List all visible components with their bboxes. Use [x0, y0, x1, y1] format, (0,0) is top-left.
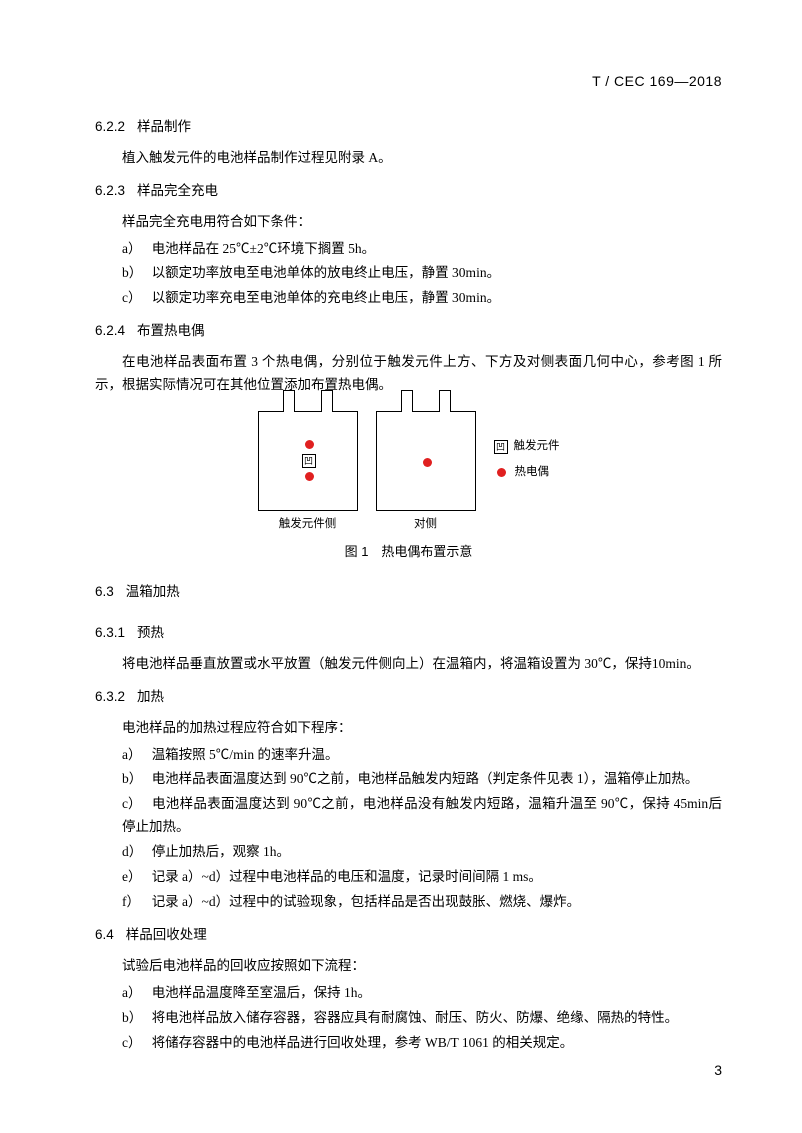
heading-num: 6.2.3: [95, 183, 125, 198]
list-text: 将电池样品放入储存容器，容器应具有耐腐蚀、耐压、防火、防爆、绝缘、隔热的特性。: [152, 1010, 679, 1025]
heading-624: 6.2.4 布置热电偶: [95, 320, 722, 343]
heading-title: 加热: [137, 689, 164, 704]
thermocouple-dot-icon: [305, 440, 314, 449]
thermocouple-dot-icon: [305, 472, 314, 481]
heading-title: 样品完全充电: [137, 183, 218, 198]
cell-back: 对侧: [376, 411, 476, 535]
list-text: 记录 a）~d）过程中电池样品的电压和温度，记录时间间隔 1 ms。: [152, 869, 542, 884]
list-item: c）电池样品表面温度达到 90℃之前，电池样品没有触发内短路，温箱升温至 90℃…: [95, 793, 722, 839]
cell-tab-icon: [283, 390, 295, 412]
heading-title: 样品回收处理: [126, 927, 207, 942]
thermocouple-dot-icon: [423, 458, 432, 467]
cell-label-front: 触发元件侧: [258, 515, 358, 535]
list-text: 以额定功率放电至电池单体的放电终止电压，静置 30min。: [152, 265, 500, 280]
cell-front: 凹 触发元件侧: [258, 411, 358, 535]
figure-legend: 凹 触发元件 热电偶: [494, 437, 560, 488]
list-text: 电池样品温度降至室温后，保持 1h。: [152, 985, 371, 1000]
list-text: 将储存容器中的电池样品进行回收处理，参考 WB/T 1061 的相关规定。: [152, 1035, 574, 1050]
list-item: b）电池样品表面温度达到 90℃之前，电池样品触发内短路（判定条件见表 1），温…: [95, 768, 722, 791]
list-text: 温箱按照 5℃/min 的速率升温。: [152, 747, 339, 762]
list-marker: f）: [122, 891, 152, 914]
list-marker: b）: [122, 262, 152, 285]
legend-label: 热电偶: [515, 463, 550, 483]
heading-631: 6.3.1 预热: [95, 622, 722, 645]
list-marker: c）: [122, 793, 152, 816]
list-item: f）记录 a）~d）过程中的试验现象，包括样品是否出现鼓胀、燃烧、爆炸。: [95, 891, 722, 914]
cell-label-back: 对侧: [376, 515, 476, 535]
heading-num: 6.4: [95, 927, 114, 942]
list-item: a）电池样品温度降至室温后，保持 1h。: [95, 982, 722, 1005]
list-marker: c）: [122, 1032, 152, 1055]
heading-title: 预热: [137, 625, 164, 640]
cell-tab-icon: [439, 390, 451, 412]
figure-caption: 图 1 热电偶布置示意: [95, 541, 722, 563]
list-marker: e）: [122, 866, 152, 889]
heading-num: 6.2.2: [95, 119, 125, 134]
thermocouple-dot-icon: [497, 468, 506, 477]
cell-box-back: [376, 411, 476, 511]
heading-num: 6.2.4: [95, 323, 125, 338]
list-text: 电池样品表面温度达到 90℃之前，电池样品触发内短路（判定条件见表 1），温箱停…: [152, 771, 699, 786]
cell-box-front: 凹: [258, 411, 358, 511]
heading-num: 6.3.1: [95, 625, 125, 640]
page-number: 3: [714, 1059, 722, 1083]
para-631: 将电池样品垂直放置或水平放置（触发元件侧向上）在温箱内，将温箱设置为 30℃，保…: [95, 653, 722, 676]
list-marker: b）: [122, 768, 152, 791]
para-622: 植入触发元件的电池样品制作过程见附录 A。: [95, 147, 722, 170]
cell-tab-icon: [401, 390, 413, 412]
list-marker: c）: [122, 287, 152, 310]
heading-623: 6.2.3 样品完全充电: [95, 180, 722, 203]
doc-standard-code: T / CEC 169—2018: [95, 70, 722, 94]
list-text: 记录 a）~d）过程中的试验现象，包括样品是否出现鼓胀、燃烧、爆炸。: [152, 894, 580, 909]
list-text: 电池样品表面温度达到 90℃之前，电池样品没有触发内短路，温箱升温至 90℃，保…: [122, 796, 722, 834]
para-632-intro: 电池样品的加热过程应符合如下程序：: [95, 717, 722, 740]
heading-63: 6.3 温箱加热: [95, 581, 722, 604]
heading-622: 6.2.2 样品制作: [95, 116, 722, 139]
list-item: c）将储存容器中的电池样品进行回收处理，参考 WB/T 1061 的相关规定。: [95, 1032, 722, 1055]
list-text: 电池样品在 25℃±2℃环境下搁置 5h。: [152, 241, 375, 256]
trigger-element-icon: 凹: [494, 440, 508, 454]
list-item: d）停止加热后，观察 1h。: [95, 841, 722, 864]
heading-num: 6.3: [95, 584, 114, 599]
para-64-intro: 试验后电池样品的回收应按照如下流程：: [95, 955, 722, 978]
list-item: e）记录 a）~d）过程中电池样品的电压和温度，记录时间间隔 1 ms。: [95, 866, 722, 889]
list-marker: b）: [122, 1007, 152, 1030]
list-marker: a）: [122, 982, 152, 1005]
heading-num: 6.3.2: [95, 689, 125, 704]
list-marker: a）: [122, 238, 152, 261]
heading-632: 6.3.2 加热: [95, 686, 722, 709]
heading-title: 样品制作: [137, 119, 191, 134]
list-item: b）将电池样品放入储存容器，容器应具有耐腐蚀、耐压、防火、防爆、绝缘、隔热的特性…: [95, 1007, 722, 1030]
legend-row: 凹 触发元件: [494, 437, 560, 457]
list-item: a）温箱按照 5℃/min 的速率升温。: [95, 744, 722, 767]
list-item: c）以额定功率充电至电池单体的充电终止电压，静置 30min。: [95, 287, 722, 310]
heading-64: 6.4 样品回收处理: [95, 924, 722, 947]
legend-label: 触发元件: [514, 437, 560, 457]
heading-title: 温箱加热: [126, 584, 180, 599]
figure-1: 凹 触发元件侧 对侧 凹 触发元件 热电偶: [95, 411, 722, 535]
legend-row: 热电偶: [494, 463, 560, 483]
heading-title: 布置热电偶: [137, 323, 205, 338]
list-text: 停止加热后，观察 1h。: [152, 844, 290, 859]
list-marker: a）: [122, 744, 152, 767]
list-text: 以额定功率充电至电池单体的充电终止电压，静置 30min。: [152, 290, 500, 305]
cell-tab-icon: [321, 390, 333, 412]
list-item: b）以额定功率放电至电池单体的放电终止电压，静置 30min。: [95, 262, 722, 285]
trigger-element-icon: 凹: [302, 454, 316, 468]
list-item: a）电池样品在 25℃±2℃环境下搁置 5h。: [95, 238, 722, 261]
list-marker: d）: [122, 841, 152, 864]
para-623-intro: 样品完全充电用符合如下条件：: [95, 211, 722, 234]
